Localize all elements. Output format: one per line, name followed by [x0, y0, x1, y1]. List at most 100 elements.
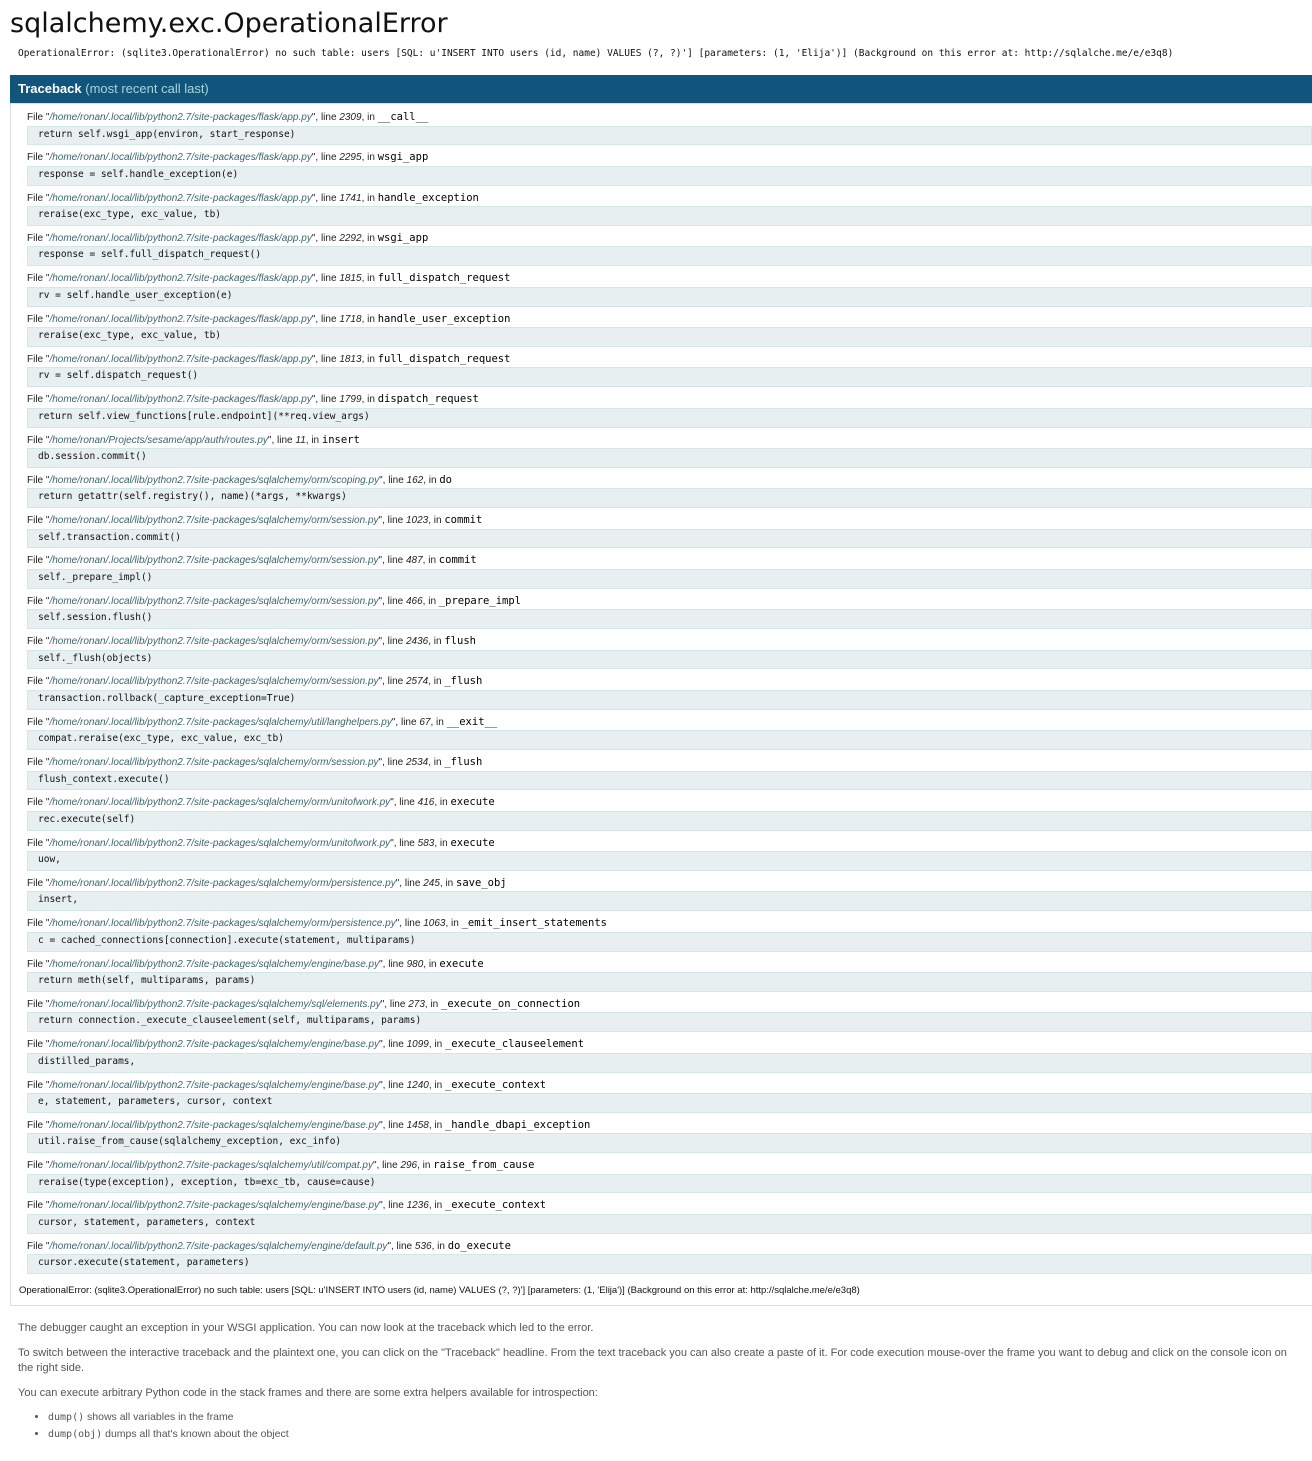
frame-source-line[interactable]: return self.wsgi_app(environ, start_resp… — [27, 125, 1312, 146]
line-label: line — [320, 152, 340, 164]
frame-source-line[interactable]: self.transaction.commit() — [27, 528, 1312, 549]
file-suffix: ", — [379, 958, 389, 970]
frame-filename: /home/ronan/.local/lib/python2.7/site-pa… — [49, 918, 396, 930]
frame-source-line[interactable]: cursor, statement, parameters, context — [27, 1213, 1312, 1234]
frame-filename: /home/ronan/.local/lib/python2.7/site-pa… — [49, 1119, 380, 1131]
frame-filename: /home/ronan/.local/lib/python2.7/site-pa… — [49, 1240, 388, 1252]
frame-location: File "/home/ronan/.local/lib/python2.7/s… — [27, 272, 1312, 286]
frame-source-line[interactable]: reraise(exc_type, exc_value, tb) — [27, 327, 1312, 347]
file-label: File " — [27, 555, 50, 567]
in-label: , in — [361, 192, 378, 204]
frame-source-line[interactable]: rv = self.dispatch_request() — [27, 367, 1312, 388]
line-label: line — [320, 112, 340, 123]
frame-source-line[interactable]: c = cached_connections[connection].execu… — [27, 931, 1312, 952]
frame-source-line[interactable]: self._flush(objects) — [27, 649, 1312, 670]
line-label: line — [387, 555, 406, 567]
frame-line-number: 2309 — [339, 112, 362, 123]
frame-source-line[interactable]: insert, — [27, 891, 1312, 912]
traceback-frame: File "/home/ronan/.local/lib/python2.7/s… — [27, 1159, 1312, 1194]
frame-source-line[interactable]: rec.execute(self) — [27, 810, 1312, 831]
frame-source-line[interactable]: reraise(exc_type, exc_value, tb) — [27, 206, 1312, 226]
frame-function-name: full_dispatch_request — [377, 352, 511, 365]
frame-source-line[interactable]: uow, — [27, 851, 1312, 871]
frame-location: File "/home/ronan/.local/lib/python2.7/s… — [27, 837, 1312, 851]
file-suffix: ", — [311, 394, 321, 406]
traceback-frame: File "/home/ronan/.local/lib/python2.7/s… — [27, 1240, 1312, 1275]
frame-filename: /home/ronan/.local/lib/python2.7/site-pa… — [49, 152, 312, 164]
frame-line-number: 2292 — [339, 232, 362, 244]
frame-source-line[interactable]: cursor.execute(statement, parameters) — [27, 1254, 1312, 1275]
traceback-headline[interactable]: Traceback (most recent call last) — [10, 75, 1312, 103]
file-suffix: ", — [390, 797, 400, 809]
frame-source-line[interactable]: return meth(self, multiparams, params) — [27, 972, 1312, 992]
file-suffix: ", — [379, 474, 389, 486]
line-label: line — [389, 998, 409, 1010]
frame-location: File "/home/ronan/.local/lib/python2.7/s… — [27, 474, 1312, 488]
file-label: File " — [27, 636, 50, 648]
frame-filename: /home/ronan/.local/lib/python2.7/site-pa… — [49, 837, 391, 849]
in-label: , in — [431, 1240, 448, 1252]
frame-function-name: save_obj — [456, 876, 507, 889]
traceback-frame: File "/home/ronan/.local/lib/python2.7/s… — [27, 796, 1312, 831]
in-label: , in — [445, 918, 462, 930]
traceback-frame: File "/home/ronan/.local/lib/python2.7/s… — [27, 756, 1312, 791]
in-label: , in — [361, 313, 378, 325]
exception-detail[interactable]: OperationalError: (sqlite3.OperationalEr… — [10, 48, 1312, 59]
frame-source-line[interactable]: self.session.flush() — [27, 609, 1312, 630]
line-label: line — [320, 313, 340, 325]
in-label: , in — [422, 555, 439, 567]
frame-filename: /home/ronan/.local/lib/python2.7/site-pa… — [49, 1200, 380, 1212]
helper-text: shows all variables in the frame — [84, 1411, 234, 1424]
frame-function-name: handle_user_exception — [377, 312, 511, 325]
frame-source-line[interactable]: flush_context.execute() — [27, 770, 1312, 791]
frame-source-line[interactable]: reraise(type(exception), exception, tb=e… — [27, 1173, 1312, 1194]
frame-location: File "/home/ronan/.local/lib/python2.7/s… — [27, 1240, 1312, 1254]
frame-source-line[interactable]: util.raise_from_cause(sqlalchemy_excepti… — [27, 1133, 1312, 1154]
explanation: The debugger caught an exception in your… — [18, 1321, 1302, 1441]
frame-line-number: 1813 — [339, 353, 362, 365]
frame-function-name: handle_exception — [377, 191, 479, 204]
frame-source-line[interactable]: return getattr(self.registry(), name)(*a… — [27, 488, 1312, 509]
frame-function-name: full_dispatch_request — [377, 272, 511, 285]
file-label: File " — [27, 515, 50, 527]
traceback-frame: File "/home/ronan/.local/lib/python2.7/s… — [27, 595, 1312, 630]
frame-filename: /home/ronan/.local/lib/python2.7/site-pa… — [49, 877, 396, 889]
frame-function-name: _execute_clauseelement — [444, 1038, 585, 1051]
in-label: , in — [428, 1200, 445, 1212]
in-label: , in — [361, 112, 378, 123]
frame-source-line[interactable]: response = self.full_dispatch_request() — [27, 246, 1312, 267]
frame-source-line[interactable]: response = self.handle_exception(e) — [27, 165, 1312, 186]
in-label: , in — [428, 1079, 445, 1091]
traceback-frame: File "/home/ronan/.local/lib/python2.7/s… — [27, 958, 1312, 992]
frame-source-line[interactable]: return connection._execute_clauseelement… — [27, 1012, 1312, 1033]
frame-source-line[interactable]: return self.view_functions[rule.endpoint… — [27, 407, 1312, 428]
file-suffix: ", — [311, 313, 321, 325]
frame-line-number: 2534 — [405, 757, 429, 768]
in-label: , in — [428, 1039, 445, 1051]
frame-source-line[interactable]: db.session.commit() — [27, 448, 1312, 468]
helper-code: dump() — [48, 1412, 85, 1424]
file-label: File " — [27, 273, 50, 285]
in-label: , in — [361, 273, 378, 285]
in-label: , in — [439, 877, 457, 889]
frame-source-line[interactable]: distilled_params, — [27, 1052, 1312, 1073]
frame-line-number: 1240 — [406, 1079, 429, 1091]
frame-filename: /home/ronan/.local/lib/python2.7/site-pa… — [49, 716, 392, 728]
frame-filename: /home/ronan/.local/lib/python2.7/site-pa… — [49, 353, 312, 365]
traceback-frame: File "/home/ronan/.local/lib/python2.7/s… — [27, 474, 1312, 509]
in-label: , in — [361, 353, 378, 365]
frame-source-line[interactable]: transaction.rollback(_capture_exception=… — [27, 689, 1312, 710]
helper-item: dump() shows all variables in the frame — [48, 1410, 1302, 1425]
frame-source-line[interactable]: self._prepare_impl() — [27, 568, 1312, 589]
file-suffix: ", — [311, 112, 321, 123]
frame-filename: /home/ronan/.local/lib/python2.7/site-pa… — [49, 112, 312, 123]
traceback-frame: File "/home/ronan/.local/lib/python2.7/s… — [27, 675, 1312, 710]
file-label: File " — [27, 112, 50, 123]
frame-source-line[interactable]: e, statement, parameters, cursor, contex… — [27, 1093, 1312, 1113]
file-suffix: ", — [387, 1240, 397, 1252]
frame-function-name: _execute_context — [444, 1078, 547, 1091]
frame-function-name: __exit__ — [446, 715, 498, 728]
frame-source-line[interactable]: rv = self.handle_user_exception(e) — [27, 286, 1312, 307]
traceback-frame: File "/home/ronan/.local/lib/python2.7/s… — [27, 876, 1312, 912]
frame-source-line[interactable]: compat.reraise(exc_type, exc_value, exc_… — [27, 730, 1312, 750]
